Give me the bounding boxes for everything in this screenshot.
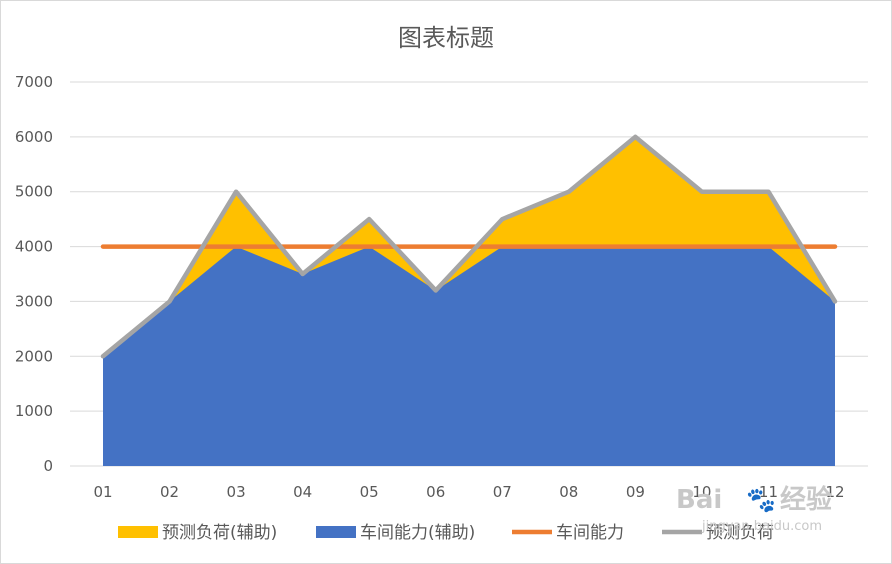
x-tick-label: 11 (759, 483, 778, 501)
y-tick-label: 7000 (15, 73, 53, 91)
x-tick-label: 06 (426, 483, 445, 501)
chart-title: 图表标题 (398, 24, 494, 52)
x-axis: 01 02 03 04 05 06 07 08 09 10 11 12 (93, 483, 844, 501)
y-tick-label: 6000 (15, 128, 53, 146)
watermark-url: jingyan.baidu.com (701, 519, 822, 534)
legend-swatch (316, 526, 356, 538)
x-tick-label: 09 (626, 483, 645, 501)
legend: 预测负荷(辅助) 车间能力(辅助) 车间能力 预测负荷 (118, 523, 774, 543)
area-series-车间能力(辅助) (103, 246, 835, 466)
x-tick-label: 05 (360, 483, 379, 501)
x-tick-label: 04 (293, 483, 312, 501)
legend-label: 预测负荷 (706, 523, 774, 543)
legend-item: 预测负荷 (662, 523, 774, 543)
line-series-layer (100, 134, 838, 359)
x-tick-label: 12 (825, 483, 844, 501)
y-tick-label: 2000 (15, 347, 53, 365)
watermark-brand-cn: 经验 (780, 484, 832, 515)
legend-item: 车间能力(辅助) (316, 523, 475, 543)
x-tick-label: 02 (160, 483, 179, 501)
area-series-layer (103, 136, 835, 466)
y-tick-label: 0 (43, 457, 53, 475)
legend-label: 车间能力(辅助) (360, 523, 475, 543)
watermark-brand: Bai (676, 485, 722, 515)
legend-item: 车间能力 (512, 523, 624, 543)
legend-swatch (118, 526, 158, 538)
x-tick-label: 01 (93, 483, 112, 501)
y-tick-label: 4000 (15, 238, 53, 256)
line-series-预测负荷 (100, 134, 838, 359)
legend-label: 预测负荷(辅助) (162, 523, 277, 543)
legend-label: 车间能力 (556, 523, 624, 543)
x-tick-label: 08 (559, 483, 578, 501)
y-tick-label: 3000 (15, 292, 53, 310)
watermark-paw: 🐾 (746, 486, 776, 514)
x-tick-label: 07 (493, 483, 512, 501)
y-axis: 0 1000 2000 3000 4000 5000 6000 7000 (15, 73, 53, 475)
legend-item: 预测负荷(辅助) (118, 523, 277, 543)
x-tick-label: 03 (227, 483, 246, 501)
y-tick-label: 1000 (15, 402, 53, 420)
x-tick-label: 10 (692, 483, 711, 501)
y-tick-label: 5000 (15, 183, 53, 201)
watermark: Bai 🐾 经验 jingyan.baidu.com (676, 484, 832, 534)
